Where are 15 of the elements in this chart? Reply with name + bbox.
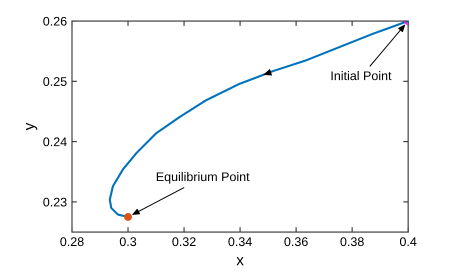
y-tick-label: 0.26 (43, 16, 67, 26)
annotation: Equilibrium Point (156, 172, 250, 184)
x-tick-label: 0.28 (60, 237, 84, 246)
x-tick-label: 0.34 (228, 237, 252, 246)
y-tick-label: 0.23 (43, 198, 67, 207)
x-tick-label: 0.36 (284, 237, 308, 246)
y-tick-label: 0.24 (43, 137, 67, 146)
y-axis-title: y (26, 122, 38, 130)
x-axis-title: x (236, 257, 244, 266)
x-tick-label: 0.4 (400, 237, 416, 246)
x-tick-label: 0.32 (172, 237, 196, 246)
annotation: Initial Point (332, 71, 392, 80)
x-tick-label: 0.38 (340, 237, 364, 246)
y-tick-label: 0.25 (43, 77, 67, 86)
x-tick-label: 0.3 (120, 237, 136, 246)
